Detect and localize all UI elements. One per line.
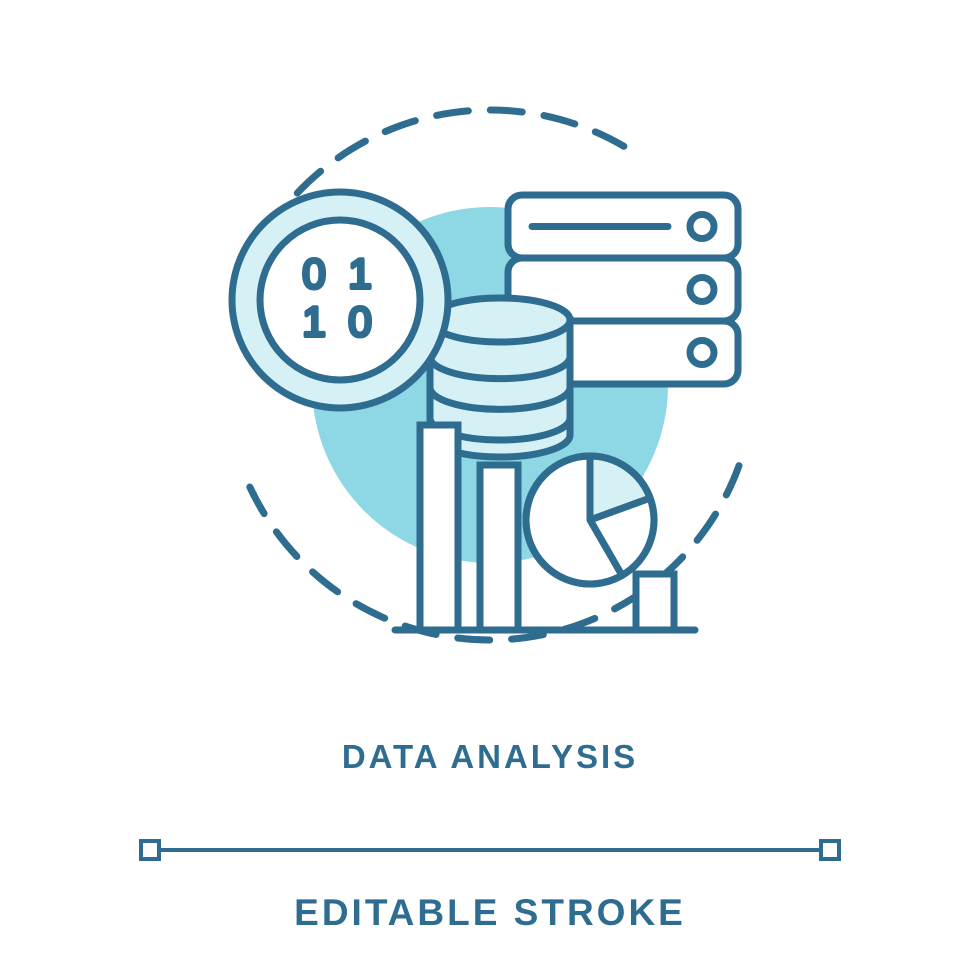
svg-text:0: 0 <box>302 250 325 297</box>
svg-text:1: 1 <box>302 298 325 345</box>
svg-text:1: 1 <box>348 250 371 297</box>
magnifier-icon: 0110 <box>232 192 448 408</box>
subtitle-label: EDITABLE STROKE <box>0 892 980 934</box>
divider-line <box>141 841 839 859</box>
illustration-svg: 0110 <box>0 0 980 980</box>
infographic-canvas: 0110 DATA ANALYSIS EDITABLE STROKE <box>0 0 980 980</box>
svg-text:0: 0 <box>348 298 371 345</box>
pie-chart-icon <box>526 456 654 584</box>
title-label: DATA ANALYSIS <box>0 738 980 776</box>
